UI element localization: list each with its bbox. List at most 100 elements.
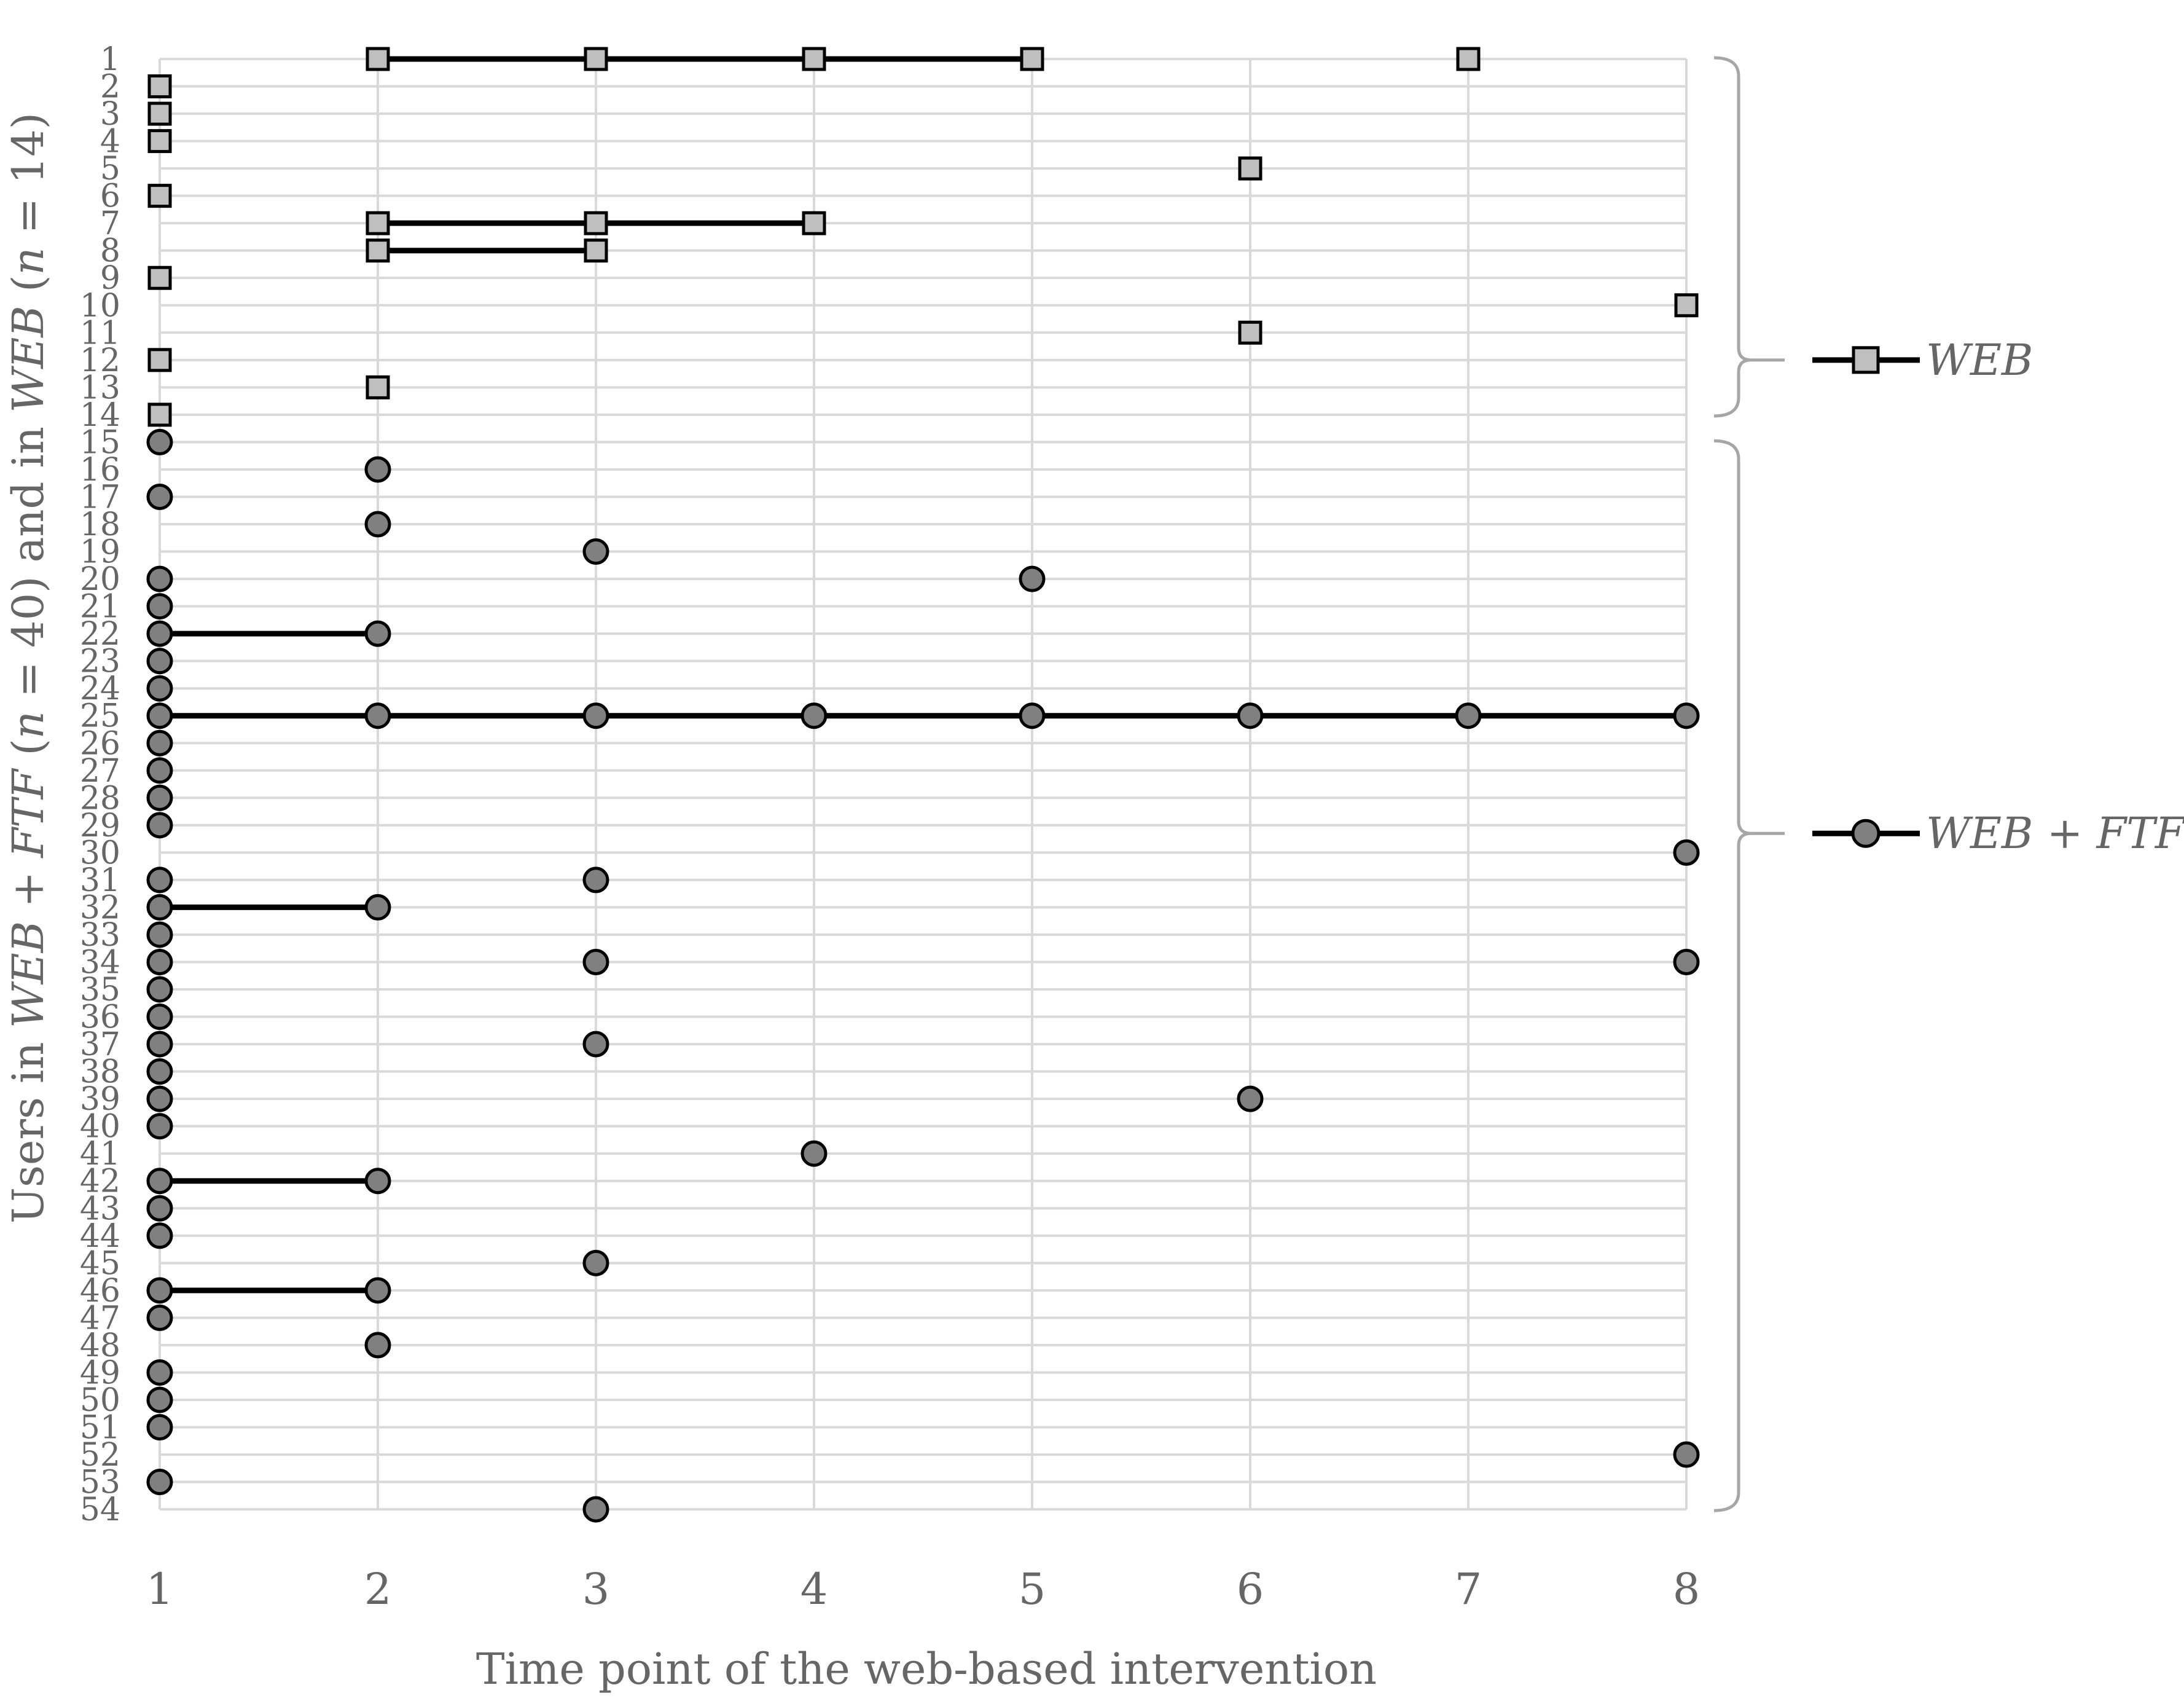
data-point-circle xyxy=(1455,702,1482,729)
data-point-circle xyxy=(146,675,173,702)
data-point-square xyxy=(802,47,826,71)
y-tick-label: 19 xyxy=(80,534,120,571)
data-point-circle xyxy=(1237,702,1264,729)
y-axis-title-part: ( xyxy=(3,275,53,306)
y-tick-label: 2 xyxy=(100,69,120,106)
x-tick-label: 7 xyxy=(1455,1564,1482,1614)
legend-label: WEB xyxy=(1926,335,2033,385)
x-tick-labels: 1 2 3 4 5 6 7 8 xyxy=(146,1564,1701,1614)
y-axis-title-part: = 14) xyxy=(3,112,53,248)
y-tick-label: 23 xyxy=(80,643,120,680)
y-tick-label: 50 xyxy=(80,1382,120,1419)
y-tick-label: 31 xyxy=(80,862,120,899)
y-tick-label: 5 xyxy=(100,151,120,187)
data-point-circle xyxy=(146,1359,173,1386)
data-point-circle xyxy=(582,1249,609,1276)
y-tick-label: 38 xyxy=(80,1054,120,1091)
data-point-circle xyxy=(146,1386,173,1413)
legend: WEB WEB + FTF xyxy=(1812,335,2184,858)
y-tick-label: 6 xyxy=(100,178,120,215)
data-point-circle xyxy=(364,1277,391,1304)
x-tick-label: 5 xyxy=(1019,1564,1046,1614)
y-tick-label: 25 xyxy=(80,698,120,735)
data-point-circle xyxy=(1237,1085,1264,1112)
data-point-square xyxy=(584,47,608,71)
data-point-square xyxy=(366,238,390,263)
x-axis-title: Time point of the web-based intervention xyxy=(476,1644,1377,1694)
data-point-square xyxy=(1238,156,1262,181)
y-axis-title-part: Users in xyxy=(3,1028,53,1224)
data-point-circle xyxy=(146,1195,173,1222)
data-point-square xyxy=(366,47,390,71)
y-tick-label: 8 xyxy=(100,233,120,270)
data-point-circle xyxy=(146,1469,173,1496)
y-tick-labels: 1234567891011121314151617181920212223242… xyxy=(80,41,120,1528)
data-point-circle xyxy=(364,620,391,647)
data-point-square xyxy=(1238,320,1262,345)
y-tick-label: 41 xyxy=(80,1136,120,1173)
data-point-circle xyxy=(146,593,173,620)
series-connecting-lines xyxy=(160,56,1686,1294)
data-point-circle xyxy=(582,866,609,894)
y-tick-label: 20 xyxy=(80,561,120,598)
data-point-circle xyxy=(800,1140,828,1167)
data-point-circle xyxy=(582,948,609,975)
legend-marker-circle xyxy=(1851,819,1881,848)
legend-label: WEB + FTF xyxy=(1926,808,2184,858)
y-tick-label: 30 xyxy=(80,835,120,871)
data-point-circle xyxy=(146,648,173,675)
y-tick-label: 10 xyxy=(80,288,120,324)
y-tick-label: 35 xyxy=(80,972,120,1008)
y-tick-label: 13 xyxy=(80,369,120,406)
data-point-square xyxy=(147,265,172,290)
y-tick-label: 45 xyxy=(80,1245,120,1282)
data-point-circle xyxy=(364,1168,391,1195)
data-point-circle xyxy=(146,1304,173,1331)
y-tick-label: 42 xyxy=(80,1163,120,1200)
group-bracket xyxy=(1713,56,1752,418)
y-tick-label: 39 xyxy=(80,1081,120,1118)
data-point-circle xyxy=(364,1332,391,1359)
data-point-square xyxy=(1020,47,1044,71)
data-point-circle xyxy=(364,511,391,538)
y-tick-label: 44 xyxy=(80,1218,120,1255)
y-axis-title-part: = 40) and in xyxy=(3,413,53,711)
data-point-square xyxy=(1456,47,1481,71)
y-tick-label: 29 xyxy=(80,807,120,844)
y-axis-title-part: ( xyxy=(3,739,53,769)
y-tick-label: 48 xyxy=(80,1327,120,1364)
y-axis-title-part: n xyxy=(3,248,53,275)
data-point-square xyxy=(802,211,826,235)
y-tick-label: 15 xyxy=(80,424,120,461)
x-tick-label: 2 xyxy=(364,1564,392,1614)
y-tick-label: 43 xyxy=(80,1190,120,1227)
y-tick-label: 53 xyxy=(80,1464,120,1501)
series-markers xyxy=(146,47,1700,1523)
x-tick-label: 3 xyxy=(582,1564,610,1614)
data-point-circle xyxy=(146,1414,173,1440)
data-point-square xyxy=(584,211,608,235)
data-point-circle xyxy=(582,1496,609,1523)
y-tick-label: 9 xyxy=(100,260,120,297)
data-point-circle xyxy=(1673,1441,1700,1468)
y-tick-label: 47 xyxy=(80,1300,120,1337)
data-point-circle xyxy=(146,921,173,948)
y-tick-label: 33 xyxy=(80,917,120,954)
y-tick-label: 12 xyxy=(80,342,120,379)
data-point-circle xyxy=(146,976,173,1003)
y-tick-label: 16 xyxy=(80,452,120,489)
data-point-circle xyxy=(146,1277,173,1304)
data-point-circle xyxy=(1673,702,1700,729)
y-axis-title: Users in WEB + FTF (n = 40) and in WEB (… xyxy=(3,112,53,1224)
data-point-square xyxy=(366,375,390,399)
y-tick-label: 46 xyxy=(80,1273,120,1310)
y-tick-label: 17 xyxy=(80,479,120,516)
data-point-circle xyxy=(1019,702,1046,729)
data-point-circle xyxy=(146,565,173,592)
data-point-circle xyxy=(364,456,391,483)
legend-marker-square xyxy=(1852,346,1880,374)
data-point-square xyxy=(147,403,172,427)
data-point-circle xyxy=(146,1113,173,1140)
data-point-square xyxy=(147,184,172,208)
